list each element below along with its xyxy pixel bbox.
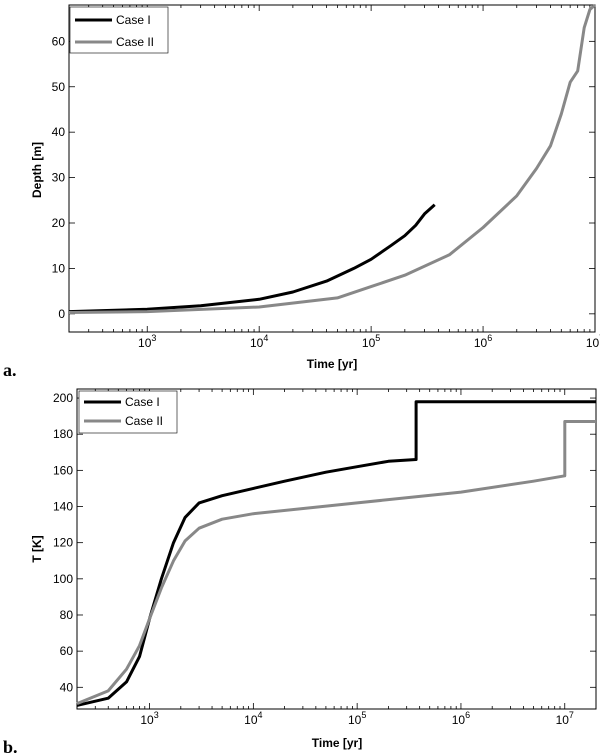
temperature-x-axis-label: Time [yr] [312,736,362,750]
depth-y-tick-label: 20 [52,216,66,230]
temperature-x-tick-label: 105 [348,710,366,727]
depth-x-tick-label: 103 [138,333,156,350]
temperature-y-tick-label: 40 [60,680,74,694]
temperature-x-tick-label: 107 [556,710,574,727]
temperature-y-tick-label: 180 [53,427,73,441]
depth-legend: Case I Case II [69,6,169,54]
temperature-y-tick-label: 120 [53,536,73,550]
panel-label-b: b. [3,737,18,756]
temperature-x-tick-label: 103 [140,710,158,727]
depth-x-axis-label: Time [yr] [307,357,357,371]
depth-y-tick-label: 40 [52,125,66,139]
temperature-x-tick-label: 104 [244,710,262,727]
depth-y-axis-label: Depth [m] [30,142,44,198]
temperature-y-tick-label: 100 [53,572,73,586]
depth-plot-frame [68,4,596,333]
temperature-y-tick-label: 200 [53,391,73,405]
depth-y-tick-label: 10 [52,261,66,275]
temperature-y-tick-label: 80 [60,608,74,622]
depth-x-tick-label: 107 [586,333,600,350]
depth-x-tick-label: 104 [250,333,268,350]
temperature-legend-box [78,390,178,434]
temperature-chart-panel: 103 104 105 106 107406080100120140160180200 … [3,388,597,756]
depth-y-tick-label: 60 [52,34,66,48]
temperature-series-case-ii-line [76,420,596,705]
temperature-series-lines [76,400,596,707]
depth-series-case-i-line [68,203,436,314]
temperature-y-tick-label: 60 [60,644,74,658]
temperature-y-tick-label: 140 [53,500,73,514]
temperature-axis-ticks: 103 104 105 106 107 40 60 80 100 120 140 160 180 200 [53,389,597,727]
depth-y-tick-label: 30 [52,171,66,185]
depth-series-lines [68,3,596,314]
temperature-y-tick-label: 160 [53,463,73,477]
depth-y-tick-label: 0 [58,307,65,321]
temperature-legend-label-case-i: Case I [125,395,160,409]
depth-y-tick-label: 50 [52,80,66,94]
panel-label-a: a. [3,360,17,380]
temperature-legend: Case I Case II [78,390,178,434]
temperature-x-tick-label: 106 [452,710,470,727]
temperature-plot-frame [76,388,597,710]
temperature-series-case-i-line [76,400,596,707]
depth-x-tick-label: 106 [474,333,492,350]
depth-legend-label-case-ii: Case II [116,35,154,49]
depth-legend-label-case-i: Case I [116,13,151,27]
depth-x-tick-label: 105 [362,333,380,350]
depth-chart-panel: 103 104 105 106 107 0 10 20 30 40 50 60 Time [yr] D… [3,3,600,380]
depth-series-case-ii-line [68,3,596,314]
temperature-y-axis-label: T [K] [30,535,44,562]
depth-axis-ticks: 103 104 105 106 107 0 10 20 30 40 50 60 [52,5,600,350]
depth-legend-box [69,6,169,54]
temperature-legend-label-case-ii: Case II [125,414,163,428]
